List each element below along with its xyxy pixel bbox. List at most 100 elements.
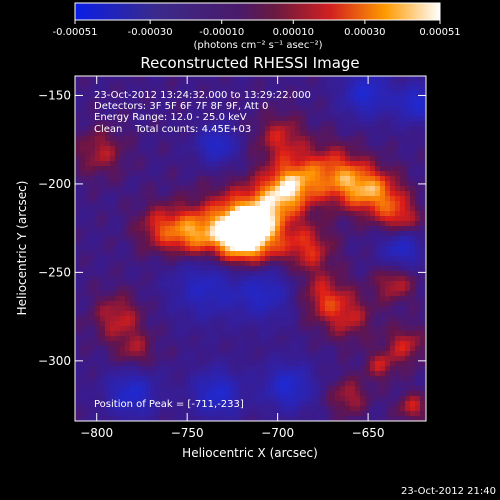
heatmap-cell [325,236,330,241]
heatmap-cell [215,386,220,391]
heatmap-cell [285,241,290,246]
heatmap-cell [185,256,190,261]
heatmap-cell [350,296,355,301]
heatmap-cell [270,151,275,156]
heatmap-cell [355,176,360,181]
heatmap-cell [140,156,145,161]
heatmap-cell [280,191,285,196]
heatmap-cell [280,241,285,246]
heatmap-cell [265,291,270,296]
heatmap-cell [345,96,350,101]
heatmap-cell [265,166,270,171]
heatmap-cell [385,186,390,191]
heatmap-cell [340,256,345,261]
heatmap-cell [200,346,205,351]
heatmap-cell [305,186,310,191]
heatmap-cell [315,351,320,356]
heatmap-cell [140,261,145,266]
heatmap-cell [305,381,310,386]
heatmap-cell [195,401,200,406]
heatmap-cell [120,86,125,91]
heatmap-cell [285,136,290,141]
heatmap-cell [285,246,290,251]
heatmap-cell [205,91,210,96]
heatmap-cell [90,126,95,131]
heatmap-cell [250,291,255,296]
heatmap-cell [270,361,275,366]
heatmap-cell [100,171,105,176]
heatmap-cell [290,101,295,106]
heatmap-cell [200,381,205,386]
heatmap-cell [305,121,310,126]
heatmap-cell [380,266,385,271]
heatmap-cell [315,301,320,306]
heatmap-cell [165,316,170,321]
heatmap-cell [405,366,410,371]
heatmap-cell [155,186,160,191]
heatmap-cell [370,126,375,131]
heatmap-cell [395,166,400,171]
heatmap-cell [340,336,345,341]
heatmap-cell [410,286,415,291]
annotation-clean: Clean Total counts: 4.45E+03 [94,124,251,135]
heatmap-cell [400,101,405,106]
heatmap-cell [85,376,90,381]
heatmap-cell [235,221,240,226]
heatmap-cell [310,341,315,346]
heatmap-cell [280,156,285,161]
heatmap-cell [220,91,225,96]
heatmap-cell [370,381,375,386]
heatmap-cell [395,241,400,246]
heatmap-cell [310,411,315,416]
heatmap-cell [255,226,260,231]
heatmap-cell [410,201,415,206]
heatmap-cell [265,296,270,301]
heatmap-cell [115,341,120,346]
heatmap-cell [180,176,185,181]
heatmap-cell [420,391,425,396]
heatmap-cell [380,101,385,106]
heatmap-cell [195,166,200,171]
heatmap-cell [165,111,170,116]
heatmap-cell [205,306,210,311]
heatmap-cell [345,351,350,356]
heatmap-cell [390,341,395,346]
heatmap-cell [285,186,290,191]
heatmap-cell [260,411,265,416]
heatmap-cell [255,346,260,351]
heatmap-cell [350,416,355,421]
heatmap-cell [380,231,385,236]
heatmap-cell [145,391,150,396]
heatmap-cell [405,286,410,291]
heatmap-cell [290,356,295,361]
heatmap-cell [255,351,260,356]
heatmap-cell [280,386,285,391]
heatmap-cell [340,391,345,396]
heatmap-cell [200,166,205,171]
heatmap-cell [320,86,325,91]
heatmap-cell [275,286,280,291]
heatmap-cell [235,251,240,256]
heatmap-cell [255,401,260,406]
heatmap-cell [320,106,325,111]
heatmap-cell [250,221,255,226]
heatmap-cell [205,256,210,261]
heatmap-cell [330,236,335,241]
heatmap-cell [280,346,285,351]
heatmap-cell [365,281,370,286]
heatmap-cell [165,106,170,111]
heatmap-cell [305,316,310,321]
heatmap-cell [160,86,165,91]
heatmap-cell [300,86,305,91]
heatmap-cell [335,356,340,361]
heatmap-cell [310,176,315,181]
heatmap-cell [240,116,245,121]
heatmap-cell [100,316,105,321]
heatmap-cell [225,191,230,196]
heatmap-cell [390,271,395,276]
heatmap-cell [120,266,125,271]
heatmap-cell [290,366,295,371]
heatmap-cell [380,346,385,351]
heatmap-cell [250,271,255,276]
heatmap-cell [355,96,360,101]
